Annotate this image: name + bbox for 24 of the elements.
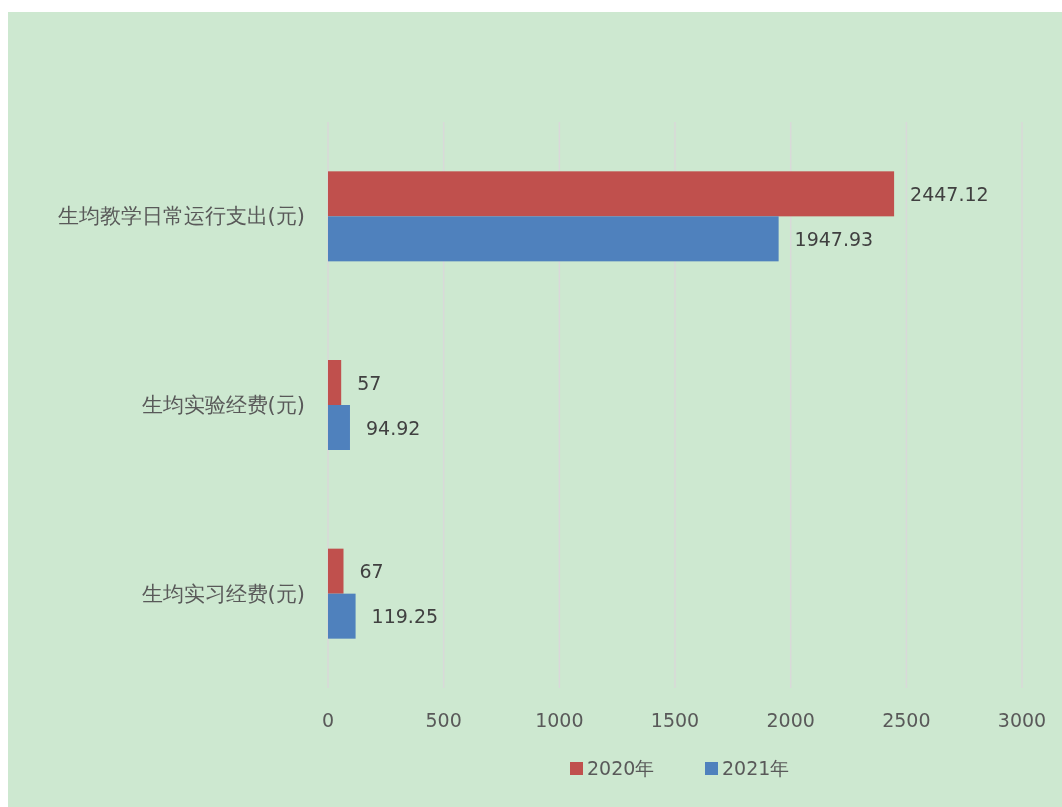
bar	[328, 216, 779, 262]
bar	[328, 360, 342, 405]
bar	[328, 171, 895, 217]
data-label: 1947.93	[794, 227, 874, 250]
y-tick-label: 生均实习经费(元)	[141, 581, 305, 606]
bar	[328, 405, 350, 450]
x-tick-label: 0	[321, 709, 335, 731]
x-tick-label: 1000	[535, 709, 584, 731]
data-label: 94.92	[365, 416, 421, 439]
x-tick-label: 3000	[997, 709, 1047, 731]
data-label: 67	[359, 560, 384, 583]
x-tick-label: 1500	[650, 709, 700, 731]
bar	[328, 548, 344, 594]
y-tick-label: 生均实验经费(元)	[141, 393, 305, 417]
data-label: 119.25	[371, 605, 439, 628]
bar	[328, 593, 356, 639]
x-tick-label: 2000	[766, 709, 815, 731]
legend-label: 2021年	[722, 757, 790, 779]
x-tick-label: 500	[425, 709, 462, 731]
legend-label: 2020年	[587, 757, 655, 779]
x-tick-label: 2500	[882, 709, 931, 731]
data-label: 2447.12	[910, 182, 989, 205]
data-label: 57	[357, 371, 382, 394]
y-tick-label: 生均教学日常运行支出(元)	[57, 204, 305, 229]
